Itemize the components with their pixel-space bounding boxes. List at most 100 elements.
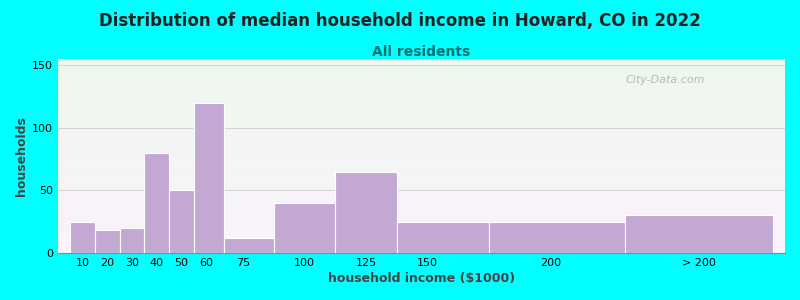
Bar	[58, 162, 785, 164]
Bar	[58, 156, 785, 158]
Bar	[58, 74, 785, 77]
Bar	[58, 127, 785, 129]
Bar	[194, 103, 224, 253]
Bar	[58, 247, 785, 249]
Bar	[58, 154, 785, 156]
Bar	[58, 164, 785, 166]
Title: All residents: All residents	[372, 45, 470, 59]
Bar	[335, 172, 397, 253]
Bar	[58, 131, 785, 133]
Bar	[58, 80, 785, 82]
Bar	[58, 169, 785, 172]
Bar	[58, 176, 785, 177]
Bar	[58, 205, 785, 206]
Bar	[274, 203, 335, 253]
Bar	[58, 226, 785, 228]
Bar	[58, 224, 785, 226]
Bar	[58, 92, 785, 94]
Bar	[58, 185, 785, 187]
Text: Distribution of median household income in Howard, CO in 2022: Distribution of median household income …	[99, 12, 701, 30]
Bar	[58, 135, 785, 137]
Bar	[58, 228, 785, 230]
Bar	[58, 140, 785, 142]
Bar	[58, 107, 785, 110]
Bar	[58, 222, 785, 224]
Bar	[58, 119, 785, 121]
Bar	[58, 234, 785, 236]
Bar	[58, 202, 785, 205]
Y-axis label: households: households	[15, 116, 28, 196]
Bar	[58, 113, 785, 115]
Bar	[58, 189, 785, 191]
Bar	[58, 220, 785, 222]
Bar	[58, 179, 785, 181]
Bar	[58, 243, 785, 245]
Bar	[58, 115, 785, 117]
Bar	[58, 251, 785, 253]
Bar	[95, 230, 120, 253]
Bar	[490, 222, 625, 253]
Bar	[58, 148, 785, 150]
Bar	[58, 249, 785, 251]
Bar	[58, 106, 785, 107]
Bar	[58, 73, 785, 74]
Bar	[625, 215, 773, 253]
Bar	[58, 139, 785, 140]
Bar	[58, 236, 785, 238]
Bar	[58, 88, 785, 90]
Bar	[58, 193, 785, 195]
Bar	[58, 125, 785, 127]
Bar	[397, 222, 490, 253]
Bar	[58, 129, 785, 131]
Bar	[120, 228, 144, 253]
Bar	[58, 160, 785, 162]
Bar	[58, 70, 785, 73]
Bar	[58, 195, 785, 197]
Bar	[58, 172, 785, 173]
Bar	[58, 59, 785, 61]
Bar	[70, 222, 95, 253]
Bar	[58, 187, 785, 189]
Bar	[58, 82, 785, 84]
Bar	[58, 76, 785, 78]
Bar	[58, 206, 785, 208]
Bar	[58, 136, 785, 139]
Bar	[58, 110, 785, 111]
Bar	[58, 197, 785, 199]
Bar	[58, 69, 785, 70]
Bar	[58, 96, 785, 98]
Bar	[58, 173, 785, 175]
Bar	[58, 214, 785, 216]
Bar	[58, 191, 785, 193]
Bar	[58, 123, 785, 125]
Bar	[58, 94, 785, 96]
Bar	[224, 238, 274, 253]
Bar	[169, 190, 194, 253]
Bar	[58, 239, 785, 241]
Bar	[58, 98, 785, 100]
Bar	[58, 84, 785, 86]
Bar	[58, 111, 785, 113]
Bar	[58, 78, 785, 80]
Bar	[58, 218, 785, 220]
Text: City-Data.com: City-Data.com	[625, 74, 705, 85]
Bar	[58, 142, 785, 144]
Bar	[58, 146, 785, 148]
Bar	[58, 61, 785, 63]
Bar	[58, 152, 785, 154]
Bar	[58, 199, 785, 201]
Bar	[58, 144, 785, 146]
Bar	[58, 86, 785, 88]
Bar	[58, 210, 785, 212]
Bar	[58, 232, 785, 234]
X-axis label: household income ($1000): household income ($1000)	[328, 272, 515, 285]
Bar	[58, 67, 785, 69]
Bar	[58, 181, 785, 183]
Bar	[58, 201, 785, 203]
Bar	[144, 153, 169, 253]
Bar	[58, 168, 785, 169]
Bar	[58, 241, 785, 243]
Bar	[58, 230, 785, 232]
Bar	[58, 166, 785, 168]
Bar	[58, 63, 785, 65]
